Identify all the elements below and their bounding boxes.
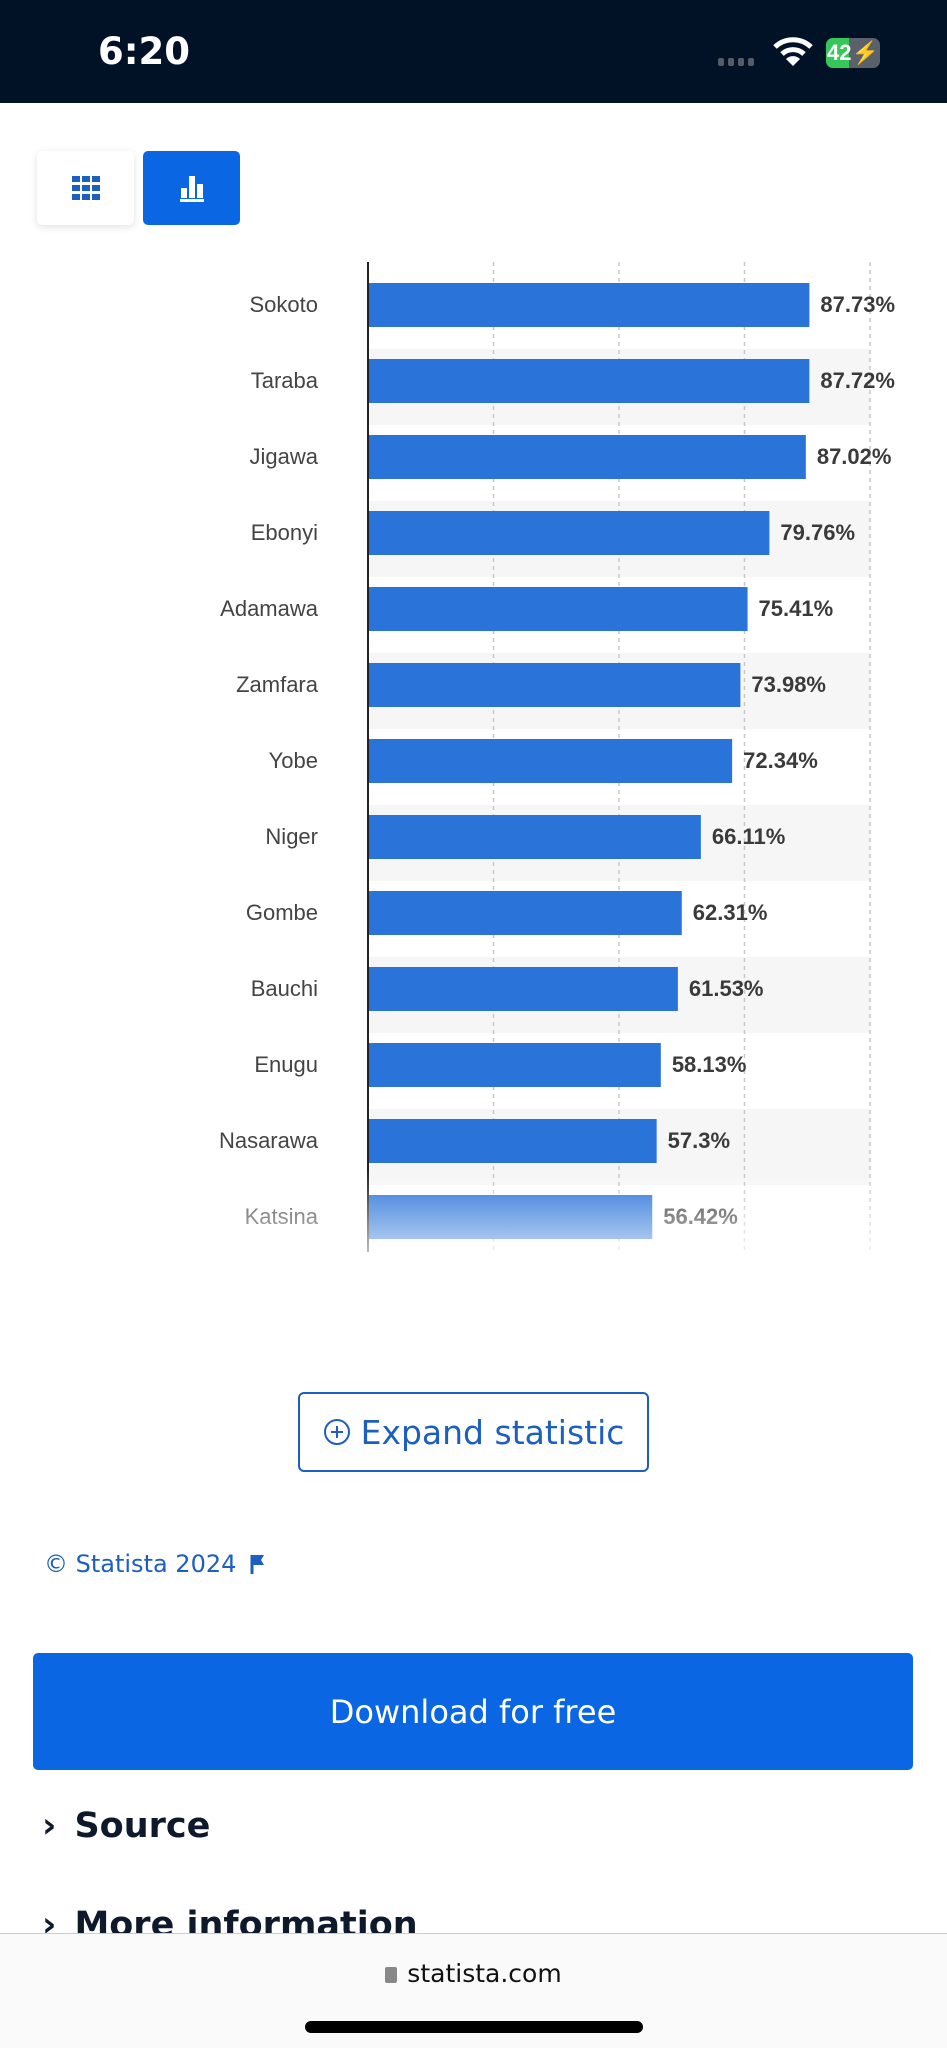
expand-label: Expand statistic <box>360 1412 625 1452</box>
expand-statistic-button[interactable]: Expand statistic <box>298 1392 649 1472</box>
value-label: 87.02% <box>816 444 892 469</box>
download-button[interactable]: Download for free <box>33 1653 913 1770</box>
lock-icon <box>385 1967 398 1983</box>
accordion-label: Source <box>74 1806 211 1846</box>
bar-chart: Sokoto 87.73% Taraba 87.72% Jigawa 87.02% Ebon… <box>0 262 947 1257</box>
value-label: 79.76% <box>780 520 856 545</box>
bar-sokoto[interactable] <box>369 283 810 327</box>
value-label: 87.72% <box>820 368 895 393</box>
bar-enugu[interactable] <box>369 1043 661 1087</box>
category-label: Zamfara <box>236 672 318 697</box>
chevron-right-icon: › <box>42 1806 57 1846</box>
value-label: 87.73% <box>820 292 896 317</box>
plus-circle-icon <box>323 1419 350 1445</box>
grid-icon <box>71 176 100 200</box>
value-label: 57.3% <box>667 1128 731 1153</box>
fade-overlay <box>0 1170 947 1265</box>
category-label: Adamawa <box>220 596 318 621</box>
bar-gombe[interactable] <box>369 891 682 935</box>
bar-yobe[interactable] <box>369 739 733 783</box>
bar-bauchi[interactable] <box>369 967 678 1011</box>
copyright-text: © Statista 2024 <box>44 1550 237 1578</box>
browser-address-bar[interactable]: statista.com <box>0 1933 947 2048</box>
accordion-source[interactable]: › Source <box>42 1806 210 1846</box>
status-bar: 6:20 42 ⚡ <box>0 0 947 103</box>
category-label: Niger <box>265 824 318 849</box>
bar-adamawa[interactable] <box>369 587 748 631</box>
url-text: statista.com <box>407 1959 562 1988</box>
category-label: Yobe <box>268 748 318 773</box>
value-label: 72.34% <box>743 748 818 773</box>
download-label: Download for free <box>329 1692 617 1731</box>
bar-nasarawa[interactable] <box>369 1119 657 1163</box>
bar-chart-icon <box>179 176 204 202</box>
wifi-icon <box>773 37 813 66</box>
value-label: 75.41% <box>758 596 834 621</box>
value-label: 58.13% <box>671 1052 747 1077</box>
category-label: Bauchi <box>250 976 318 1001</box>
category-label: Ebonyi <box>250 520 318 545</box>
table-view-button[interactable] <box>37 151 134 225</box>
category-label: Sokoto <box>249 292 319 317</box>
chart-view-button[interactable] <box>143 151 240 225</box>
flag-icon[interactable] <box>250 1553 266 1575</box>
category-label: Jigawa <box>249 444 318 469</box>
cellular-signal-icon <box>718 58 754 66</box>
bar-zamfara[interactable] <box>369 663 741 707</box>
home-indicator[interactable] <box>305 2021 643 2033</box>
value-label: 73.98% <box>751 672 826 697</box>
bar-jigawa[interactable] <box>369 435 806 479</box>
clock: 6:20 <box>98 30 191 73</box>
value-label: 66.11% <box>711 824 786 849</box>
battery-level: 42 <box>827 40 852 65</box>
battery-icon: 42 ⚡ <box>826 38 880 68</box>
category-label: Enugu <box>254 1052 318 1077</box>
category-label: Taraba <box>250 368 318 393</box>
value-label: 62.31% <box>692 900 768 925</box>
category-label: Nasarawa <box>218 1128 318 1153</box>
value-label: 61.53% <box>688 976 764 1001</box>
copyright-link[interactable]: © Statista 2024 <box>44 1550 266 1578</box>
category-label: Gombe <box>245 900 318 925</box>
bar-niger[interactable] <box>369 815 701 859</box>
bar-taraba[interactable] <box>369 359 810 403</box>
bar-ebonyi[interactable] <box>369 511 770 555</box>
